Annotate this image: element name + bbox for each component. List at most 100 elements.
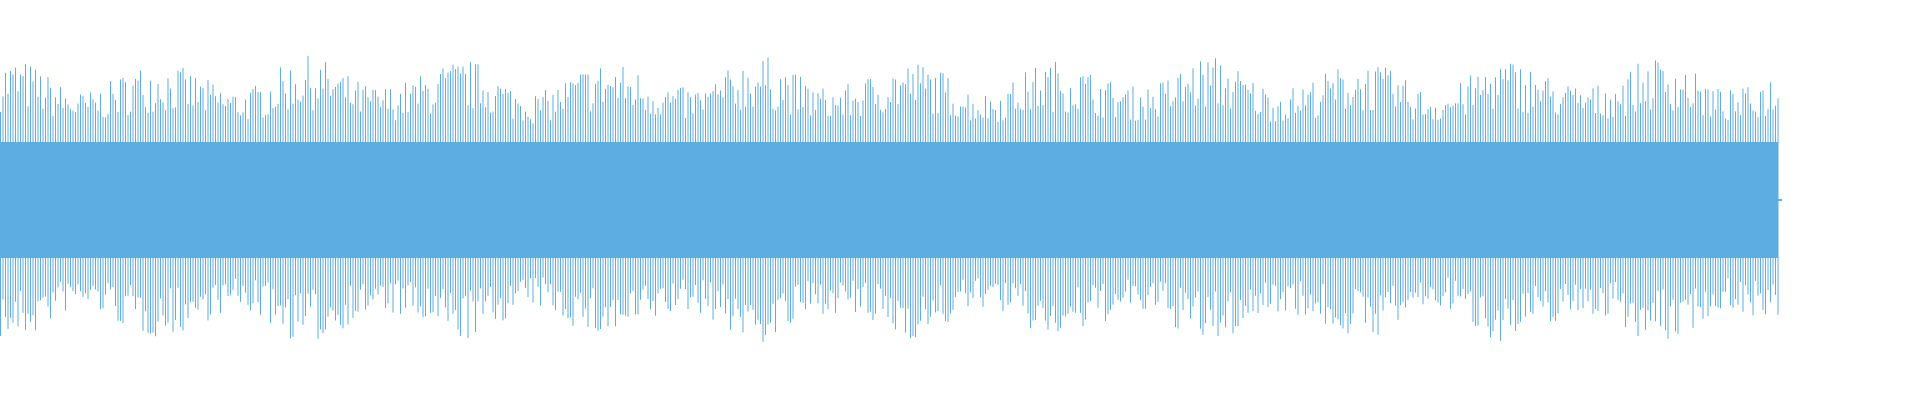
- waveform-bar: [1762, 90, 1764, 310]
- waveform-bar: [942, 73, 944, 314]
- waveform-bar: [1522, 111, 1524, 294]
- waveform-bar: [647, 96, 649, 299]
- waveform-bar: [277, 103, 279, 306]
- waveform-bar: [767, 57, 769, 325]
- waveform-bar: [500, 88, 501, 299]
- waveform-bar: [425, 85, 426, 317]
- waveform-bar: [322, 88, 324, 334]
- waveform-bar: [717, 94, 719, 292]
- waveform-bar: [712, 91, 714, 320]
- waveform-bar: [1637, 63, 1639, 336]
- waveform-bar: [440, 74, 441, 299]
- waveform-bar: [1382, 78, 1384, 311]
- waveform-bar: [930, 79, 931, 317]
- waveform-bar: [1597, 85, 1599, 312]
- waveform-bar: [1447, 103, 1449, 278]
- waveform-bar: [970, 120, 971, 293]
- waveform-bar: [515, 99, 516, 294]
- waveform-bar: [960, 106, 961, 292]
- waveform-bar: [762, 60, 764, 342]
- waveform-bar: [1335, 99, 1336, 318]
- waveform-bar: [1620, 104, 1621, 302]
- waveform-bar: [465, 73, 466, 297]
- waveform-bar: [177, 70, 179, 288]
- waveform-bar: [235, 97, 236, 279]
- waveform-bar: [1575, 88, 1576, 285]
- waveform-bar: [120, 79, 121, 321]
- waveform-bar: [215, 96, 216, 285]
- waveform-bar: [1515, 72, 1516, 332]
- waveform-bar: [590, 111, 591, 299]
- waveform-bar: [1682, 89, 1684, 302]
- waveform-bar: [1687, 98, 1689, 305]
- waveform-bar: [1777, 98, 1779, 315]
- waveform-bar: [702, 109, 704, 281]
- waveform-bar: [565, 83, 566, 309]
- waveform-bar: [635, 99, 636, 315]
- waveform-bar: [1722, 111, 1724, 292]
- waveform-bar: [95, 102, 96, 290]
- waveform-bar: [670, 102, 671, 311]
- waveform-bar: [1237, 71, 1239, 326]
- waveform-bar: [1305, 105, 1306, 315]
- waveform-bar: [1210, 85, 1211, 310]
- waveform-bar: [1175, 97, 1176, 328]
- waveform-bar: [1437, 119, 1439, 303]
- waveform-bar: [947, 78, 949, 322]
- waveform-bar: [1157, 116, 1159, 302]
- waveform-bar: [315, 88, 316, 295]
- waveform-bar: [1477, 76, 1479, 326]
- waveform-bar: [1767, 109, 1769, 290]
- waveform-bar: [977, 110, 979, 279]
- waveform-bar: [1537, 89, 1539, 298]
- waveform-bar: [1525, 85, 1526, 317]
- waveform-bar: [820, 98, 821, 285]
- waveform-bar: [1665, 92, 1666, 331]
- waveform-bar: [1587, 97, 1589, 302]
- waveform-bar: [1595, 113, 1596, 310]
- waveform-bar: [87, 106, 89, 299]
- waveform-bar: [1342, 79, 1344, 329]
- waveform-bar: [1402, 85, 1404, 302]
- waveform-bar: [1570, 90, 1571, 310]
- waveform-bar: [827, 115, 829, 310]
- waveform-bar: [390, 89, 391, 284]
- waveform-bar: [145, 107, 146, 312]
- waveform-bar: [925, 88, 926, 310]
- waveform-bar: [737, 90, 739, 309]
- waveform-bar: [1727, 119, 1729, 279]
- waveform-bar: [0, 111, 1, 337]
- waveform-bar: [1632, 104, 1634, 303]
- waveform-bar: [1240, 81, 1241, 301]
- waveform-bar: [167, 78, 169, 323]
- waveform-bar: [442, 68, 444, 290]
- waveform-bar: [1615, 94, 1616, 282]
- waveform-bar: [37, 96, 39, 302]
- waveform-bar: [1567, 86, 1569, 295]
- waveform-bar: [1385, 67, 1386, 298]
- waveform-bar: [1197, 98, 1199, 292]
- waveform-bar: [972, 103, 974, 299]
- waveform-bar: [1347, 93, 1349, 334]
- waveform-bar: [1225, 88, 1226, 328]
- waveform-bar: [1267, 97, 1269, 308]
- waveform-bar: [430, 113, 431, 313]
- waveform-bar: [1427, 109, 1429, 299]
- waveform-bar: [97, 110, 99, 292]
- waveform-bar: [945, 92, 946, 322]
- waveform-bar: [1000, 100, 1001, 301]
- waveform-bar: [372, 89, 374, 300]
- waveform-bar: [1142, 106, 1144, 309]
- waveform-bar: [787, 85, 789, 322]
- waveform-bar: [622, 67, 624, 315]
- waveform-bar: [1600, 113, 1601, 288]
- waveform-bar: [17, 91, 19, 327]
- waveform-bar: [157, 84, 159, 322]
- waveform-bar: [225, 106, 226, 285]
- waveform-bar: [122, 78, 124, 323]
- waveform-bar: [230, 103, 231, 296]
- waveform-bar: [1505, 69, 1506, 299]
- waveform-bar: [522, 120, 524, 280]
- waveform-bar: [1217, 103, 1219, 337]
